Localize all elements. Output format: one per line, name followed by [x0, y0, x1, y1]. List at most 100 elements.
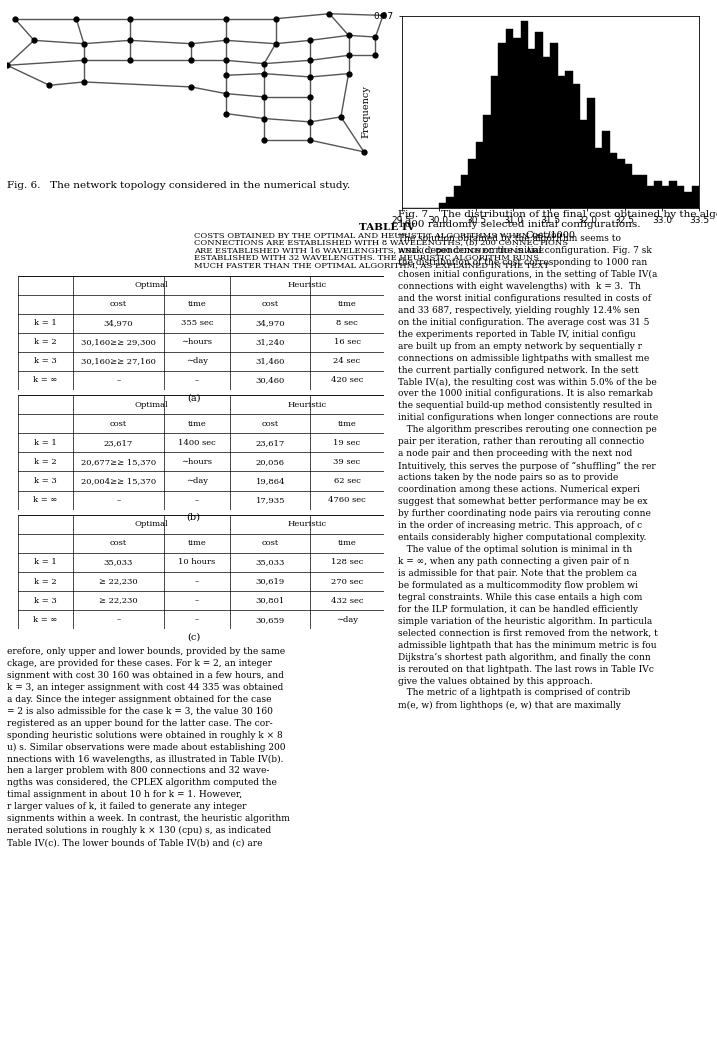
Text: signments within a week. In contrast, the heuristic algorithm: signments within a week. In contrast, th… [7, 814, 290, 824]
Text: 270 sec: 270 sec [331, 577, 363, 586]
Text: Fig. 7.   The distribution of the final cost obtained by the algorithm over
1000: Fig. 7. The distribution of the final co… [398, 210, 717, 230]
Text: is admissible for that pair. Note that the problem ca: is admissible for that pair. Note that t… [398, 569, 637, 578]
Text: 62 sec: 62 sec [333, 477, 361, 485]
Bar [513, 37, 521, 208]
Text: simple variation of the heuristic algorithm. In particula: simple variation of the heuristic algori… [398, 617, 652, 626]
Text: connections with eight wavelengths) with  k = 3.  Th: connections with eight wavelengths) with… [398, 282, 641, 291]
Bar [454, 186, 461, 208]
Text: (c): (c) [187, 632, 200, 642]
Text: on the initial configuration. The average cost was 31 5: on the initial configuration. The averag… [398, 318, 650, 327]
Text: ∼day: ∼day [186, 477, 208, 485]
Text: admissible lightpath that has the minimum metric is fou: admissible lightpath that has the minimu… [398, 641, 657, 650]
Text: ∼day: ∼day [336, 616, 358, 624]
Text: registered as an upper bound for the latter case. The cor-: registered as an upper bound for the lat… [7, 719, 272, 728]
Text: 31,460: 31,460 [255, 358, 285, 365]
Text: selected connection is first removed from the network, t: selected connection is first removed fro… [398, 628, 657, 638]
Text: The value of the optimal solution is minimal in th: The value of the optimal solution is min… [398, 545, 632, 554]
Text: ESTABLISHED WITH 32 WAVELENGTHS. THE HEURISTIC ALGORITHM RUNS: ESTABLISHED WITH 32 WAVELENGTHS. THE HEU… [194, 254, 538, 262]
Bar [505, 29, 513, 208]
Text: entails considerably higher computational complexity.: entails considerably higher computationa… [398, 532, 647, 542]
Text: 30,619: 30,619 [256, 577, 285, 586]
Text: 17,935: 17,935 [255, 496, 285, 504]
Text: cost: cost [110, 420, 127, 427]
Bar [476, 142, 483, 208]
Bar [632, 175, 640, 208]
Bar [587, 98, 595, 208]
Bar [595, 148, 602, 208]
Text: 355 sec: 355 sec [181, 319, 214, 328]
Bar [602, 131, 609, 208]
Text: time: time [338, 301, 356, 308]
Text: a node pair and then proceeding with the next nod: a node pair and then proceeding with the… [398, 449, 632, 459]
Text: 4760 sec: 4760 sec [328, 496, 366, 504]
Text: k = 3: k = 3 [34, 358, 57, 365]
Bar [647, 186, 655, 208]
Text: cost: cost [262, 420, 279, 427]
Text: connections on admissible lightpaths with smallest me: connections on admissible lightpaths wit… [398, 354, 649, 363]
Text: The metric of a lightpath is comprised of contrib: The metric of a lightpath is comprised o… [398, 688, 630, 698]
Text: in the order of increasing metric. This approach, of c: in the order of increasing metric. This … [398, 521, 642, 530]
Bar [640, 175, 647, 208]
Text: signment with cost 30 160 was obtained in a few hours, and: signment with cost 30 160 was obtained i… [7, 671, 284, 680]
Text: 30,659: 30,659 [256, 616, 285, 624]
Text: –: – [195, 597, 199, 604]
Text: coordination among these actions. Numerical experi: coordination among these actions. Numeri… [398, 485, 640, 494]
Bar [677, 186, 684, 208]
Bar [670, 181, 677, 208]
Text: –: – [195, 577, 199, 586]
Text: a day. Since the integer assignment obtained for the case: a day. Since the integer assignment obta… [7, 695, 272, 704]
Text: pair per iteration, rather than rerouting all connectio: pair per iteration, rather than reroutin… [398, 437, 644, 446]
Text: 34,970: 34,970 [104, 319, 133, 328]
Bar [684, 191, 692, 208]
Text: Optimal: Optimal [135, 400, 168, 409]
Text: Dijkstra’s shortest path algorithm, and finally the conn: Dijkstra’s shortest path algorithm, and … [398, 653, 651, 661]
Text: 23,617: 23,617 [104, 439, 133, 447]
Bar [468, 158, 476, 208]
Text: the experiments reported in Table IV, initial configu: the experiments reported in Table IV, in… [398, 330, 636, 339]
Text: time: time [188, 420, 206, 427]
Text: cost: cost [110, 540, 127, 547]
Text: = 2 is also admissible for the case k = 3, the value 30 160: = 2 is also admissible for the case k = … [7, 707, 273, 716]
Text: hen a larger problem with 800 connections and 32 wave-: hen a larger problem with 800 connection… [7, 766, 270, 776]
Text: the sequential build-up method consistently resulted in: the sequential build-up method consisten… [398, 401, 652, 411]
Text: Optimal: Optimal [135, 520, 168, 528]
Text: Heuristic: Heuristic [288, 520, 326, 528]
Text: nerated solutions in roughly k × 130 (cpu) s, as indicated: nerated solutions in roughly k × 130 (cp… [7, 826, 271, 835]
Text: and the worst initial configurations resulted in costs of: and the worst initial configurations res… [398, 293, 651, 303]
Text: Optimal: Optimal [135, 281, 168, 289]
Text: ≥ 22,230: ≥ 22,230 [99, 577, 138, 586]
Text: 31,240: 31,240 [255, 338, 285, 346]
Bar [617, 158, 625, 208]
Text: Heuristic: Heuristic [288, 281, 326, 289]
Text: 30,160≥≥ 29,300: 30,160≥≥ 29,300 [81, 338, 156, 346]
Text: Fig. 6.   The network topology considered in the numerical study.: Fig. 6. The network topology considered … [7, 181, 351, 190]
Text: 24 sec: 24 sec [333, 358, 361, 365]
Text: 10 hours: 10 hours [179, 558, 216, 567]
Bar [625, 164, 632, 208]
Text: 30,460: 30,460 [256, 376, 285, 385]
Text: The solution obtained by the algorithm seems to: The solution obtained by the algorithm s… [398, 234, 621, 243]
Bar [521, 21, 528, 208]
Text: and 33 687, respectively, yielding roughly 12.4% sen: and 33 687, respectively, yielding rough… [398, 306, 640, 315]
Text: 19 sec: 19 sec [333, 439, 361, 447]
Text: 39 sec: 39 sec [333, 458, 361, 466]
Text: k = 3: k = 3 [34, 597, 57, 604]
Text: initial configurations when longer connections are route: initial configurations when longer conne… [398, 413, 658, 422]
Text: –: – [195, 376, 199, 385]
Text: 432 sec: 432 sec [331, 597, 364, 604]
Text: cost: cost [262, 301, 279, 308]
Text: Intuitively, this serves the purpose of “shuffling” the rer: Intuitively, this serves the purpose of … [398, 462, 655, 470]
Text: k = 1: k = 1 [34, 319, 57, 328]
Text: erefore, only upper and lower bounds, provided by the same: erefore, only upper and lower bounds, pr… [7, 647, 285, 656]
Bar [543, 57, 550, 208]
Text: timal assignment in about 10 h for k = 1. However,: timal assignment in about 10 h for k = 1… [7, 790, 242, 800]
Text: ∼hours: ∼hours [181, 338, 213, 346]
Text: –: – [195, 616, 199, 624]
Text: the distribution of the cost corresponding to 1000 ran: the distribution of the cost correspondi… [398, 258, 647, 267]
Text: k = ∞: k = ∞ [33, 376, 57, 385]
Text: 19,864: 19,864 [255, 477, 285, 485]
Text: ∼hours: ∼hours [181, 458, 213, 466]
Text: for the ILP formulation, it can be handled efficiently: for the ILP formulation, it can be handl… [398, 604, 638, 614]
Text: 20,056: 20,056 [256, 458, 285, 466]
Text: ≥ 22,230: ≥ 22,230 [99, 597, 138, 604]
